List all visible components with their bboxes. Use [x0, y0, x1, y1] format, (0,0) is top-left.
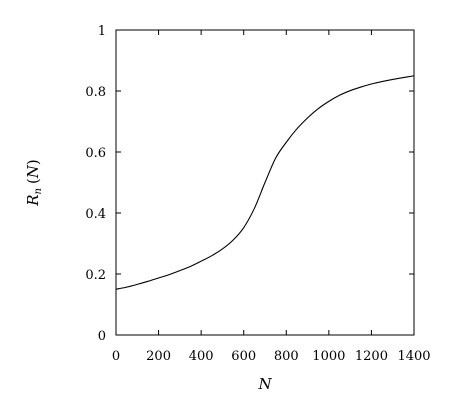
y-tick-label: 1 — [98, 24, 106, 39]
y-axis-label: Rn (N) — [24, 159, 44, 207]
x-tick-label: 200 — [146, 349, 171, 364]
y-axis-label-arg: N — [24, 164, 42, 179]
x-axis-label: N — [257, 375, 272, 393]
x-tick-label: 800 — [274, 349, 299, 364]
x-tick-label: 1400 — [397, 349, 430, 364]
y-tick-label: 0.2 — [85, 268, 106, 283]
svg-text:Rn(N): Rn (N) — [24, 159, 44, 207]
y-axis-label-sub: n — [33, 188, 44, 194]
x-tick-label: 600 — [231, 349, 256, 364]
y-axis-label-main: R — [24, 195, 42, 207]
x-tick-label: 400 — [189, 349, 214, 364]
x-tick-label: 1000 — [312, 349, 345, 364]
y-axis-label-close: ) — [24, 159, 42, 165]
y-tick-label: 0.8 — [85, 85, 106, 100]
y-tick-label: 0.6 — [85, 146, 106, 161]
series-line — [115, 75, 415, 290]
x-tick-label: 0 — [112, 349, 120, 364]
y-axis-label-open: ( — [24, 178, 42, 184]
series-group — [115, 75, 415, 290]
x-ticks: 0 200 400 600 800 1000 1200 1400 — [112, 30, 431, 364]
x-tick-label: 1200 — [355, 349, 388, 364]
y-tick-label: 0.4 — [85, 207, 106, 222]
y-ticks: 0 0.2 0.4 0.6 0.8 1 — [85, 24, 414, 344]
y-tick-label: 0 — [98, 329, 106, 344]
plot-frame — [115, 29, 415, 336]
